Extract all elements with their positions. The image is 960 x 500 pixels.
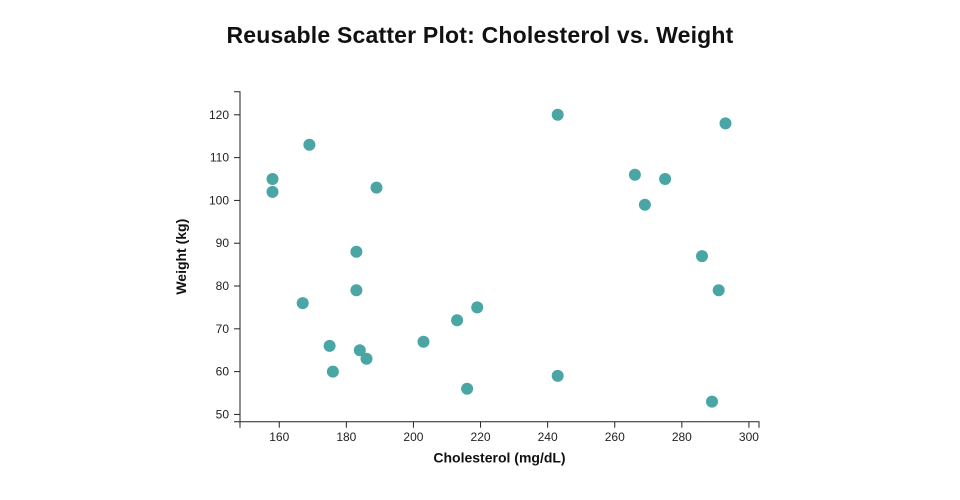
x-tick-label: 180 bbox=[336, 430, 356, 444]
data-point bbox=[471, 301, 484, 314]
x-axis-line bbox=[239, 421, 760, 428]
data-point bbox=[350, 245, 363, 258]
data-point bbox=[628, 168, 641, 181]
data-point bbox=[706, 395, 718, 408]
x-tick-label: 280 bbox=[672, 430, 692, 444]
data-point bbox=[296, 297, 309, 310]
data-point bbox=[659, 173, 672, 185]
data-point bbox=[323, 339, 336, 352]
data-point bbox=[696, 250, 708, 263]
chart-title: Reusable Scatter Plot: Cholesterol vs. W… bbox=[226, 22, 734, 48]
y-tick-label: 60 bbox=[216, 365, 230, 379]
x-tick-label: 300 bbox=[739, 430, 759, 444]
data-point bbox=[350, 284, 363, 297]
x-tick-label: 160 bbox=[269, 430, 289, 444]
data-point bbox=[266, 185, 279, 198]
data-point bbox=[326, 365, 339, 378]
data-point bbox=[461, 382, 474, 395]
y-tick-label: 80 bbox=[216, 279, 230, 293]
y-tick-label: 110 bbox=[210, 151, 229, 165]
data-point bbox=[266, 173, 279, 185]
y-tick-label: 120 bbox=[209, 108, 229, 122]
data-point bbox=[360, 352, 373, 365]
data-point bbox=[638, 198, 651, 211]
y-tick-label: 90 bbox=[216, 236, 230, 250]
y-tick-label: 70 bbox=[216, 322, 230, 336]
y-axis-title: Weight (kg) bbox=[173, 219, 189, 295]
data-point bbox=[417, 335, 430, 348]
data-point bbox=[451, 314, 464, 327]
data-point bbox=[719, 117, 732, 130]
data-point bbox=[551, 108, 564, 121]
x-tick-label: 200 bbox=[403, 430, 423, 444]
data-point bbox=[712, 284, 725, 297]
data-point bbox=[551, 369, 564, 382]
data-point bbox=[353, 344, 366, 357]
x-tick-label: 260 bbox=[605, 430, 625, 444]
x-tick-label: 220 bbox=[471, 430, 491, 444]
data-point bbox=[303, 138, 316, 151]
y-tick-label: 100 bbox=[209, 193, 229, 207]
data-point bbox=[370, 181, 383, 194]
x-tick-label: 240 bbox=[538, 430, 558, 444]
x-axis-title: Cholesterol (mg/dL) bbox=[433, 450, 565, 466]
y-axis-line bbox=[234, 91, 241, 423]
y-tick-label: 50 bbox=[216, 407, 230, 421]
